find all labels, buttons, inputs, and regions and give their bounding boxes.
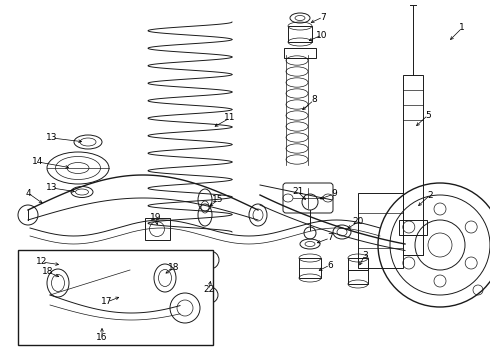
Text: 6: 6 <box>327 261 333 270</box>
Text: 9: 9 <box>331 189 337 198</box>
Text: 15: 15 <box>212 195 224 204</box>
Bar <box>403 235 423 255</box>
Text: 8: 8 <box>311 95 317 104</box>
Text: 12: 12 <box>36 257 48 266</box>
Text: 4: 4 <box>25 189 31 198</box>
Text: 1: 1 <box>459 23 465 32</box>
Text: 7: 7 <box>327 234 333 243</box>
Text: 18: 18 <box>42 267 54 276</box>
Text: 5: 5 <box>425 111 431 120</box>
Bar <box>348 270 368 284</box>
Text: 18: 18 <box>168 264 180 273</box>
Text: 11: 11 <box>224 113 236 122</box>
Bar <box>18 250 213 345</box>
Bar <box>145 218 170 240</box>
Bar <box>358 193 403 268</box>
Text: 3: 3 <box>362 251 368 260</box>
Text: 2: 2 <box>427 190 433 199</box>
Text: 13: 13 <box>46 184 58 193</box>
Text: 14: 14 <box>32 158 44 166</box>
Text: 7: 7 <box>320 13 326 22</box>
Bar <box>299 258 321 278</box>
Bar <box>288 26 312 42</box>
Bar <box>348 258 368 270</box>
Text: 13: 13 <box>46 134 58 143</box>
Text: 16: 16 <box>96 333 108 342</box>
Text: 10: 10 <box>316 31 328 40</box>
Bar <box>403 75 423 255</box>
Bar <box>399 220 427 235</box>
Text: 21: 21 <box>293 188 304 197</box>
Text: 17: 17 <box>101 297 113 306</box>
Bar <box>284 48 316 58</box>
Text: 22: 22 <box>203 285 215 294</box>
Text: 19: 19 <box>150 213 162 222</box>
Text: 20: 20 <box>352 217 364 226</box>
